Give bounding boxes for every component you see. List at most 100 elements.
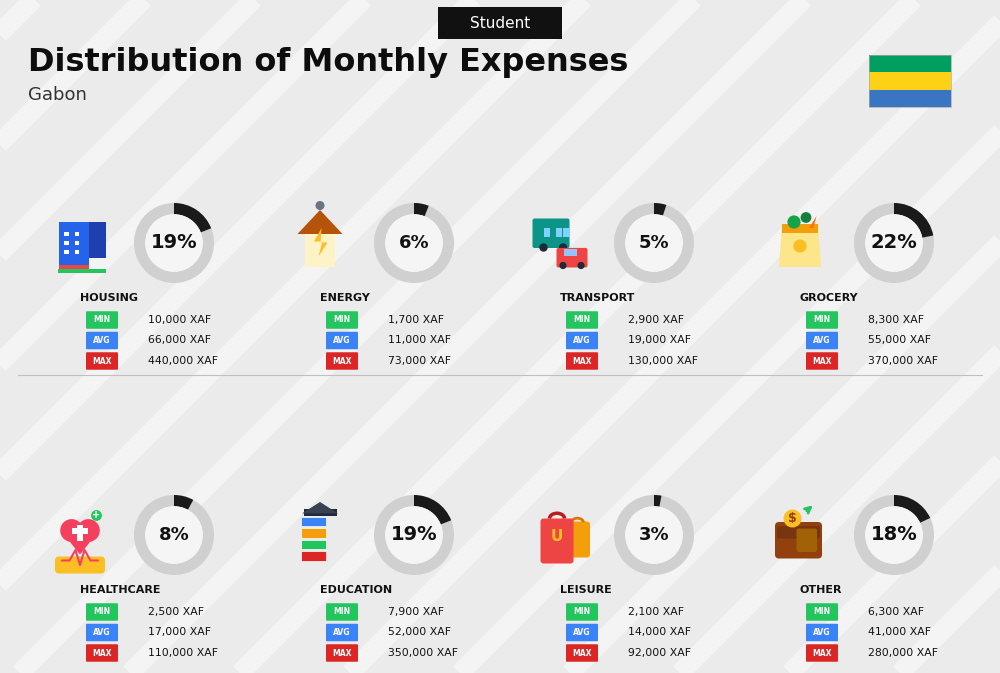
Text: 7,900 XAF: 7,900 XAF bbox=[388, 607, 444, 617]
Circle shape bbox=[559, 244, 567, 252]
Text: 22%: 22% bbox=[871, 234, 917, 252]
Text: ENERGY: ENERGY bbox=[320, 293, 370, 303]
Circle shape bbox=[625, 214, 683, 272]
Text: 2,100 XAF: 2,100 XAF bbox=[628, 607, 684, 617]
Wedge shape bbox=[854, 495, 934, 575]
FancyBboxPatch shape bbox=[563, 228, 570, 237]
Text: U: U bbox=[551, 529, 563, 544]
Polygon shape bbox=[62, 532, 98, 555]
Text: GROCERY: GROCERY bbox=[800, 293, 859, 303]
Wedge shape bbox=[374, 203, 454, 283]
FancyBboxPatch shape bbox=[566, 644, 598, 662]
Text: MAX: MAX bbox=[812, 649, 832, 658]
FancyBboxPatch shape bbox=[86, 352, 118, 369]
Text: 19%: 19% bbox=[151, 234, 197, 252]
Text: Student: Student bbox=[470, 15, 530, 30]
Text: 2,500 XAF: 2,500 XAF bbox=[148, 607, 204, 617]
Circle shape bbox=[316, 201, 324, 210]
FancyBboxPatch shape bbox=[55, 557, 105, 573]
Text: 66,000 XAF: 66,000 XAF bbox=[148, 336, 211, 345]
Wedge shape bbox=[614, 203, 694, 283]
FancyBboxPatch shape bbox=[326, 644, 358, 662]
FancyBboxPatch shape bbox=[797, 528, 817, 552]
Circle shape bbox=[787, 215, 801, 229]
Circle shape bbox=[801, 212, 811, 223]
FancyBboxPatch shape bbox=[301, 517, 326, 526]
Text: HEALTHCARE: HEALTHCARE bbox=[80, 585, 160, 595]
Text: Gabon: Gabon bbox=[28, 86, 87, 104]
Text: Distribution of Monthly Expenses: Distribution of Monthly Expenses bbox=[28, 48, 628, 79]
FancyBboxPatch shape bbox=[564, 249, 577, 256]
FancyBboxPatch shape bbox=[566, 352, 598, 369]
Wedge shape bbox=[174, 495, 193, 509]
Text: 280,000 XAF: 280,000 XAF bbox=[868, 648, 938, 658]
FancyBboxPatch shape bbox=[72, 528, 88, 534]
Text: AVG: AVG bbox=[333, 336, 351, 345]
Wedge shape bbox=[654, 203, 666, 215]
Polygon shape bbox=[809, 216, 816, 228]
Circle shape bbox=[60, 519, 83, 542]
Circle shape bbox=[385, 506, 443, 564]
Wedge shape bbox=[894, 495, 930, 523]
Text: 8%: 8% bbox=[159, 526, 189, 544]
Text: MAX: MAX bbox=[572, 649, 592, 658]
Circle shape bbox=[77, 519, 100, 542]
Text: MIN: MIN bbox=[573, 608, 591, 616]
Text: MIN: MIN bbox=[333, 316, 351, 324]
FancyBboxPatch shape bbox=[64, 241, 69, 246]
Text: MAX: MAX bbox=[92, 357, 112, 365]
Text: AVG: AVG bbox=[573, 628, 591, 637]
Circle shape bbox=[559, 262, 567, 269]
Polygon shape bbox=[779, 225, 821, 267]
Text: OTHER: OTHER bbox=[800, 585, 842, 595]
Wedge shape bbox=[174, 203, 211, 232]
Polygon shape bbox=[298, 210, 342, 234]
FancyBboxPatch shape bbox=[806, 624, 838, 641]
Circle shape bbox=[385, 214, 443, 272]
Text: AVG: AVG bbox=[93, 628, 111, 637]
Text: 55,000 XAF: 55,000 XAF bbox=[868, 336, 931, 345]
Circle shape bbox=[91, 510, 102, 521]
FancyBboxPatch shape bbox=[564, 522, 590, 557]
Text: 3%: 3% bbox=[639, 526, 669, 544]
FancyBboxPatch shape bbox=[86, 644, 118, 662]
FancyBboxPatch shape bbox=[89, 222, 106, 258]
Text: +: + bbox=[92, 511, 101, 520]
FancyBboxPatch shape bbox=[326, 624, 358, 641]
FancyBboxPatch shape bbox=[326, 332, 358, 349]
FancyBboxPatch shape bbox=[326, 311, 358, 328]
Text: EDUCATION: EDUCATION bbox=[320, 585, 392, 595]
FancyBboxPatch shape bbox=[544, 228, 550, 237]
Text: 2,900 XAF: 2,900 XAF bbox=[628, 315, 684, 325]
FancyBboxPatch shape bbox=[301, 551, 326, 561]
FancyBboxPatch shape bbox=[64, 250, 69, 254]
Text: MAX: MAX bbox=[92, 649, 112, 658]
FancyBboxPatch shape bbox=[326, 352, 358, 369]
Wedge shape bbox=[894, 203, 933, 238]
Text: 6%: 6% bbox=[399, 234, 429, 252]
FancyBboxPatch shape bbox=[59, 222, 89, 270]
FancyBboxPatch shape bbox=[806, 352, 838, 369]
Text: MIN: MIN bbox=[813, 316, 831, 324]
FancyBboxPatch shape bbox=[806, 603, 838, 621]
Text: 370,000 XAF: 370,000 XAF bbox=[868, 356, 938, 366]
Wedge shape bbox=[614, 495, 694, 575]
Text: $: $ bbox=[788, 512, 797, 525]
FancyBboxPatch shape bbox=[556, 228, 562, 237]
FancyBboxPatch shape bbox=[305, 234, 335, 267]
Wedge shape bbox=[414, 495, 451, 524]
FancyBboxPatch shape bbox=[869, 90, 951, 107]
Text: AVG: AVG bbox=[813, 628, 831, 637]
Text: AVG: AVG bbox=[573, 336, 591, 345]
Circle shape bbox=[865, 506, 923, 564]
FancyBboxPatch shape bbox=[64, 232, 69, 236]
FancyBboxPatch shape bbox=[806, 644, 838, 662]
FancyBboxPatch shape bbox=[532, 219, 570, 248]
FancyBboxPatch shape bbox=[566, 311, 598, 328]
FancyBboxPatch shape bbox=[566, 603, 598, 621]
Text: MAX: MAX bbox=[332, 649, 352, 658]
Text: 6,300 XAF: 6,300 XAF bbox=[868, 607, 924, 617]
FancyBboxPatch shape bbox=[75, 232, 79, 236]
Text: MAX: MAX bbox=[572, 357, 592, 365]
Wedge shape bbox=[414, 203, 429, 216]
